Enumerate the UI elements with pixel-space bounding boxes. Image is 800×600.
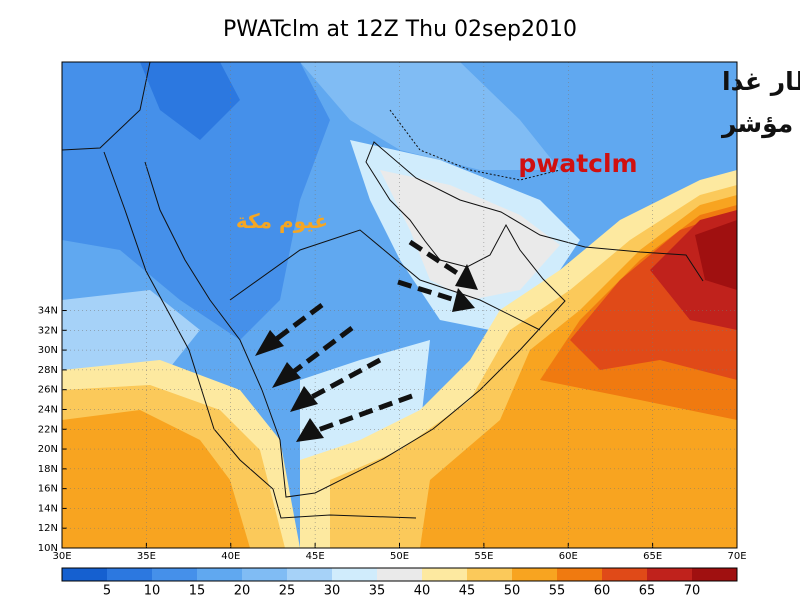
lon-label: 45E bbox=[306, 551, 325, 562]
lat-label: 12N bbox=[38, 523, 58, 534]
colorbar-box bbox=[62, 568, 107, 581]
arrowhead bbox=[455, 264, 478, 290]
index-name: pwatclm bbox=[518, 149, 637, 178]
map-field bbox=[62, 62, 737, 548]
colorbar-label: 25 bbox=[279, 584, 296, 599]
arrows bbox=[255, 239, 478, 442]
colorbar-box bbox=[152, 568, 197, 581]
lon-label: 50E bbox=[390, 551, 409, 562]
colorbar-label: 15 bbox=[189, 584, 206, 599]
colorbar-box bbox=[197, 568, 242, 581]
colorbar-label: 20 bbox=[234, 584, 251, 599]
lat-label: 16N bbox=[38, 484, 58, 495]
colorbar-label: 45 bbox=[459, 584, 476, 599]
lat-label: 32N bbox=[38, 325, 58, 336]
lon-label: 40E bbox=[221, 551, 240, 562]
colorbar-label: 70 bbox=[684, 584, 701, 599]
arrow bbox=[408, 239, 462, 278]
colorbar-label: 50 bbox=[504, 584, 521, 599]
colorbar-box bbox=[107, 568, 152, 581]
colorbar-label: 65 bbox=[639, 584, 656, 599]
colorbar-box bbox=[242, 568, 287, 581]
arrow bbox=[290, 326, 354, 375]
colorbar-label: 30 bbox=[324, 584, 341, 599]
lat-label: 22N bbox=[38, 424, 58, 435]
lat-label: 34N bbox=[38, 306, 58, 317]
colorbar-label: 35 bbox=[369, 584, 386, 599]
lat-label: 28N bbox=[38, 365, 58, 376]
annotation-line: بأذن الله يوضحها مؤشر bbox=[720, 107, 800, 139]
colorbar-box bbox=[467, 568, 512, 581]
lon-label: 60E bbox=[559, 551, 578, 562]
arrowhead bbox=[272, 362, 301, 388]
arrowhead bbox=[296, 418, 324, 442]
lon-label: 65E bbox=[643, 551, 662, 562]
colorbar-box bbox=[602, 568, 647, 581]
colorbar-box bbox=[512, 568, 557, 581]
arrow bbox=[317, 393, 413, 433]
arrowhead bbox=[255, 330, 284, 356]
colorbar-label: 10 bbox=[144, 584, 161, 599]
plot-frame bbox=[61, 61, 738, 549]
colorbar-box bbox=[422, 568, 467, 581]
colorbar-label: 5 bbox=[103, 584, 111, 599]
map-title: PWATclm at 12Z Thu 02sep2010 bbox=[223, 17, 577, 42]
colorbar-label: 60 bbox=[594, 584, 611, 599]
colorbar-label: 40 bbox=[414, 584, 431, 599]
lon-label: 30E bbox=[52, 551, 71, 562]
lat-label: 18N bbox=[38, 464, 58, 475]
lat-label: 24N bbox=[38, 404, 58, 415]
colorbar-box bbox=[332, 568, 377, 581]
lon-label: 35E bbox=[137, 551, 156, 562]
colorbar-label: 55 bbox=[549, 584, 566, 599]
lon-label: 70E bbox=[727, 551, 746, 562]
grid: 10N 12N 14N 16N 18N 20N 22N 24N 26N 28N 30N 32N 34N 3… bbox=[38, 62, 747, 562]
lat-label: 14N bbox=[38, 503, 58, 514]
annotation-line: فرص سقوط الأمطار غدا bbox=[722, 66, 800, 97]
lon-label: 55E bbox=[474, 551, 493, 562]
colorbar: 5 10 15 20 25 30 35 40 45 50 55 60 65 70 bbox=[61, 567, 738, 599]
arrow bbox=[308, 357, 382, 401]
clouds-label: غيوم مكة bbox=[236, 209, 328, 233]
colorbar-frame bbox=[61, 567, 738, 582]
lat-label: 26N bbox=[38, 385, 58, 396]
lat-label: 30N bbox=[38, 345, 58, 356]
colorbar-box bbox=[692, 568, 737, 581]
lat-label: 20N bbox=[38, 444, 58, 455]
arrow bbox=[273, 302, 324, 343]
colorbar-box bbox=[287, 568, 332, 581]
colorbar-box bbox=[557, 568, 602, 581]
colorbar-box bbox=[647, 568, 692, 581]
arrowhead bbox=[290, 386, 318, 412]
arrow bbox=[397, 279, 456, 303]
colorbar-box bbox=[377, 568, 422, 581]
lat-label: 10N bbox=[38, 543, 58, 554]
arrowhead bbox=[452, 288, 475, 312]
